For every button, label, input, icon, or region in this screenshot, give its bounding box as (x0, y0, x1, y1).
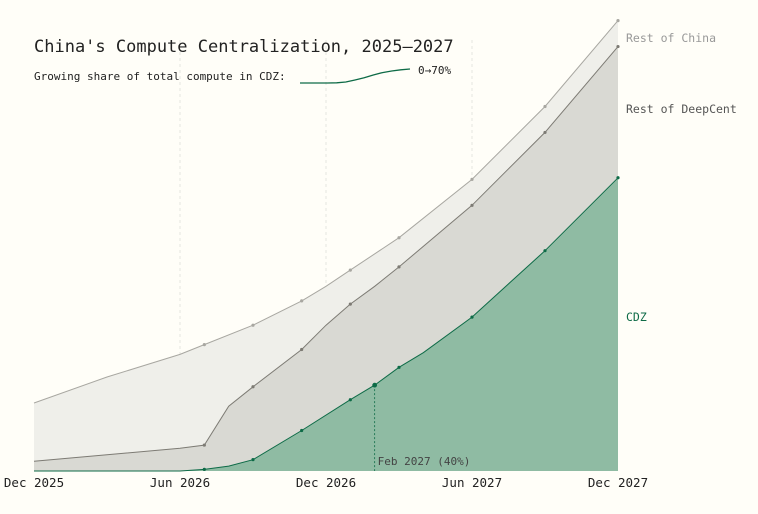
series-markers (202, 19, 620, 471)
x-tick-label: Dec 2027 (588, 475, 648, 490)
marker-point (397, 236, 401, 240)
marker-point (616, 19, 620, 23)
marker-point (251, 385, 255, 389)
marker-point (300, 299, 304, 303)
marker-point (470, 203, 474, 207)
x-tick-label: Dec 2026 (296, 475, 356, 490)
series-label: Rest of DeepCent (626, 102, 737, 116)
sparkline-range-label: 0→70% (418, 64, 451, 77)
annotation-group: Feb 2027 (40%) (372, 382, 471, 471)
marker-point (397, 365, 401, 369)
marker-point (470, 315, 474, 319)
x-tick-label: Jun 2027 (442, 475, 502, 490)
marker-point (543, 130, 547, 135)
marker-point (300, 428, 304, 433)
marker-point (202, 343, 206, 347)
marker-point (202, 443, 206, 447)
chart-subtitle: Growing share of total compute in CDZ: (34, 70, 286, 83)
series-label: Rest of China (626, 31, 716, 45)
marker-point (202, 467, 206, 471)
series-label: CDZ (626, 310, 647, 324)
x-axis-ticks: Dec 2025 Jun 2026 Dec 2026 Jun 2027 Dec 2027 (4, 475, 648, 490)
chart-title: China's Compute Centralization, 2025–202… (34, 37, 454, 57)
x-tick-label: Dec 2025 (4, 475, 64, 490)
x-tick-label: Jun 2026 (150, 475, 210, 490)
marker-point (348, 302, 352, 306)
marker-point (300, 347, 304, 352)
line-rest-of-deepcent (33, 46, 619, 462)
marker-point (348, 398, 352, 402)
marker-point (616, 176, 620, 180)
marker-point (616, 44, 620, 49)
series-labels: CDZ Rest of DeepCent Rest of China (626, 31, 737, 324)
line-rest-of-china (33, 20, 619, 404)
marker-point (348, 268, 352, 272)
marker-point (251, 323, 255, 327)
area-cdz (34, 177, 618, 472)
marker-point (251, 458, 255, 462)
marker-point (543, 104, 547, 109)
annotation-point (372, 382, 378, 388)
marker-point (543, 249, 547, 253)
marker-point (397, 265, 401, 269)
marker-point (470, 177, 474, 181)
share-sparkline (300, 68, 411, 84)
annotation-label: Feb 2027 (40%) (378, 455, 471, 468)
